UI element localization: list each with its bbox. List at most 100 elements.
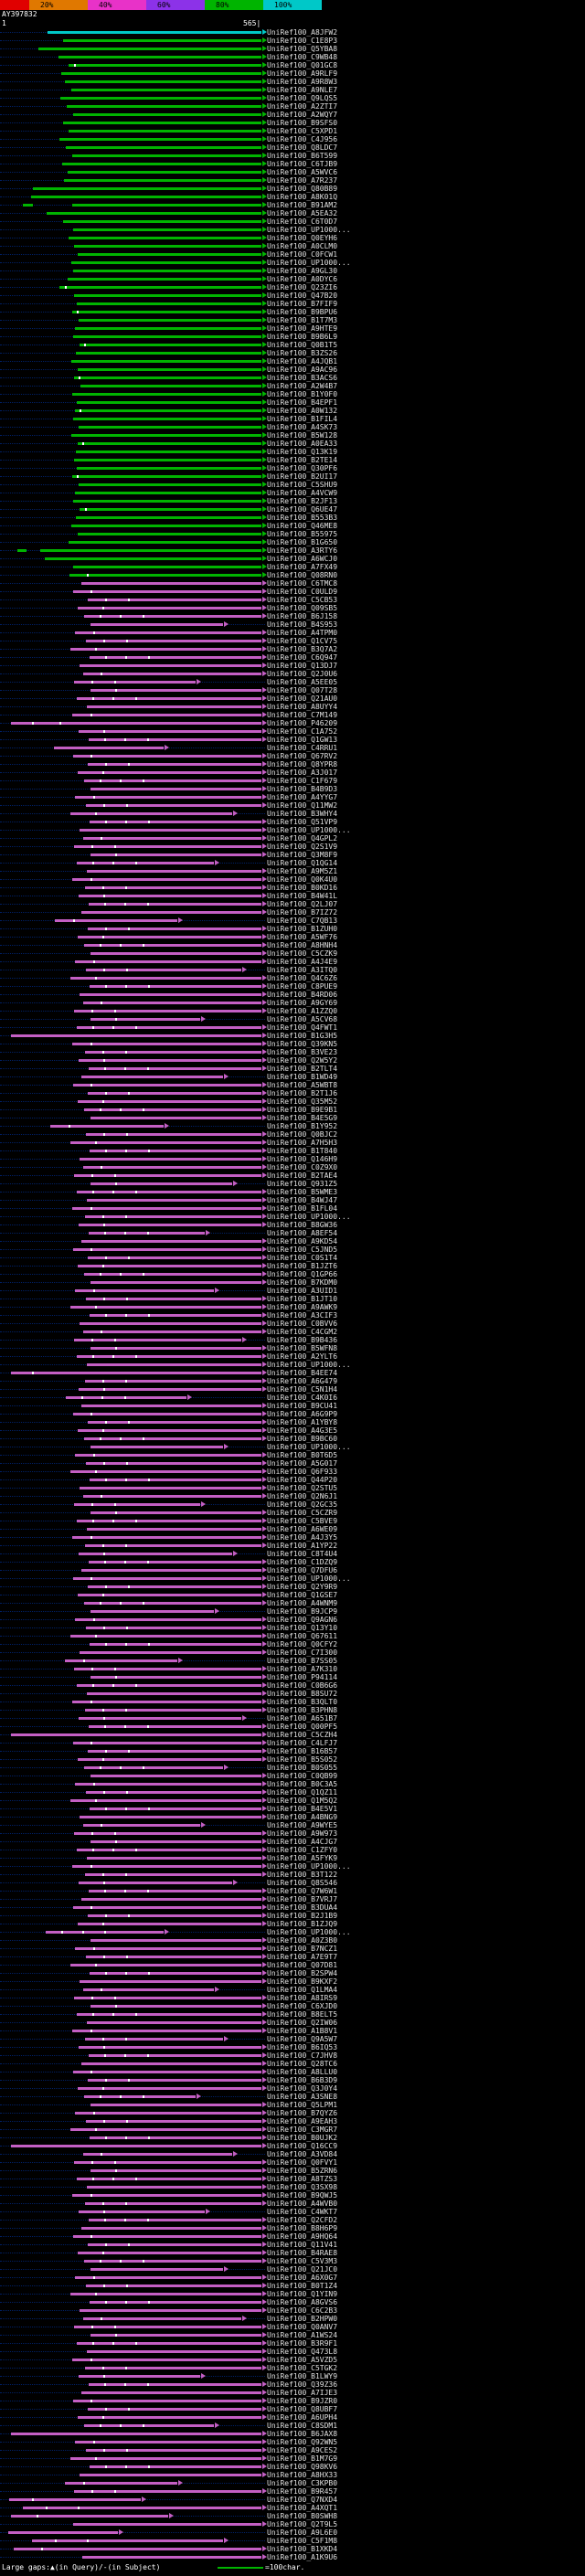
hit-bar[interactable] xyxy=(77,1100,261,1103)
hit-bar[interactable] xyxy=(90,1281,261,1284)
hit-bar[interactable] xyxy=(71,154,261,157)
hit-bar[interactable] xyxy=(76,1355,261,1358)
hit-bar[interactable] xyxy=(84,2367,261,2369)
hit-bar[interactable] xyxy=(58,138,261,141)
hit-label[interactable]: UniRef100_A6X0G7 xyxy=(267,2274,338,2282)
hit-label[interactable]: UniRef100_B9JCP9 xyxy=(267,1607,338,1616)
hit-bar[interactable] xyxy=(82,2317,241,2320)
hit-bar[interactable] xyxy=(88,2383,261,2386)
hit-bar[interactable] xyxy=(71,204,261,207)
hit-bar[interactable] xyxy=(62,220,261,223)
hit-bar[interactable] xyxy=(74,409,261,412)
hit-bar[interactable] xyxy=(58,286,261,289)
hit-bar[interactable] xyxy=(64,179,261,182)
hit-bar[interactable] xyxy=(77,253,261,256)
hit-label[interactable]: UniRef100_A9EAH3 xyxy=(267,2117,338,2125)
hit-bar[interactable] xyxy=(89,1643,261,1646)
hit-bar[interactable] xyxy=(79,508,261,511)
hit-bar[interactable] xyxy=(73,1832,261,1835)
hit-bar[interactable] xyxy=(87,928,261,930)
hit-label[interactable]: UniRef100_Q5LPM1 xyxy=(267,2101,338,2109)
hit-bar[interactable] xyxy=(75,451,261,453)
hit-bar[interactable] xyxy=(84,2038,223,2041)
hit-label[interactable]: UniRef100_C7JHV8 xyxy=(267,2051,338,2060)
hit-bar[interactable] xyxy=(76,1520,261,1522)
hit-label[interactable]: UniRef100_A8IRS9 xyxy=(267,1994,338,2002)
hit-label[interactable]: UniRef100_B7QYZ6 xyxy=(267,2109,338,2117)
hit-label[interactable]: UniRef100_A8UYY4 xyxy=(267,703,338,711)
hit-bar[interactable] xyxy=(87,2079,261,2082)
hit-bar[interactable] xyxy=(11,1733,261,1736)
hit-label[interactable]: UniRef100_A9M5Z1 xyxy=(267,867,338,875)
hit-label[interactable]: UniRef100_A1ZZQ0 xyxy=(267,1007,338,1015)
hit-bar[interactable] xyxy=(70,812,232,815)
hit-label[interactable]: UniRef100_Q0B1T5 xyxy=(267,341,338,349)
hit-bar[interactable] xyxy=(78,2046,261,2049)
hit-label[interactable]: UniRef100_A5WF76 xyxy=(267,933,338,941)
hit-bar[interactable] xyxy=(85,2120,261,2123)
hit-label[interactable]: UniRef100_Q1GW13 xyxy=(267,736,338,744)
hit-bar[interactable] xyxy=(77,1923,261,1925)
hit-label[interactable]: UniRef100_B8H6P9 xyxy=(267,2224,338,2232)
hit-label[interactable]: UniRef100_A3UID1 xyxy=(267,1287,338,1295)
hit-bar[interactable] xyxy=(71,1701,261,1703)
hit-label[interactable]: UniRef100_C4WKT7 xyxy=(267,2208,338,2216)
hit-bar[interactable] xyxy=(45,1931,165,1934)
hit-label[interactable]: UniRef100_Q1QG14 xyxy=(267,859,338,867)
hit-bar[interactable] xyxy=(80,1158,261,1161)
hit-bar[interactable] xyxy=(80,1898,261,1901)
hit-bar[interactable] xyxy=(86,705,261,708)
hit-label[interactable]: UniRef100_Q9A5W7 xyxy=(267,2035,338,2043)
hit-label[interactable]: UniRef100_Q92WN5 xyxy=(267,2438,338,2446)
hit-label[interactable]: UniRef100_B4W41L xyxy=(267,892,338,900)
hit-label[interactable]: UniRef100_A4YYG7 xyxy=(267,793,338,801)
hit-bar[interactable] xyxy=(70,1470,261,1473)
hit-label[interactable]: UniRef100_B0T6D5 xyxy=(267,1451,338,1459)
hit-label[interactable]: UniRef100_B8ELT5 xyxy=(267,2010,338,2019)
hit-label[interactable]: UniRef100_Q8YPR8 xyxy=(267,760,338,769)
hit-label[interactable]: UniRef100_B3R9F1 xyxy=(267,2339,338,2348)
hit-bar[interactable] xyxy=(70,261,261,264)
hit-bar[interactable] xyxy=(80,385,261,387)
hit-label[interactable]: UniRef100_A9W973 xyxy=(267,1829,338,1838)
hit-bar[interactable] xyxy=(71,1536,261,1539)
hit-bar[interactable] xyxy=(87,2408,261,2411)
hit-bar[interactable] xyxy=(75,492,261,494)
hit-bar[interactable] xyxy=(77,2087,261,2090)
hit-bar[interactable] xyxy=(64,2482,177,2485)
hit-label[interactable]: UniRef100_B9BPU6 xyxy=(267,308,338,316)
hit-label[interactable]: UniRef100_A9GL30 xyxy=(267,267,338,275)
hit-label[interactable]: UniRef100_B3ZS26 xyxy=(267,349,338,357)
hit-bar[interactable] xyxy=(76,2013,261,2016)
hit-label[interactable]: UniRef100_Q11MW2 xyxy=(267,801,338,810)
hit-bar[interactable] xyxy=(86,1857,261,1860)
hit-label[interactable]: UniRef100_Q1CV75 xyxy=(267,637,338,645)
hit-bar[interactable] xyxy=(88,903,261,906)
hit-bar[interactable] xyxy=(86,1528,261,1531)
hit-bar[interactable] xyxy=(90,2169,261,2172)
hit-bar[interactable] xyxy=(78,730,261,733)
hit-bar[interactable] xyxy=(70,2457,261,2460)
hit-label[interactable]: UniRef100_B7IZ72 xyxy=(267,908,338,917)
hit-bar[interactable] xyxy=(78,895,261,897)
hit-bar[interactable] xyxy=(8,2498,142,2501)
hit-label[interactable]: UniRef100_Q2W5Y2 xyxy=(267,1056,338,1065)
hit-label[interactable]: UniRef100_C5F1M8 xyxy=(267,2537,338,2545)
hit-bar[interactable] xyxy=(76,1026,261,1029)
hit-label[interactable]: UniRef100_C4LFJ7 xyxy=(267,1739,338,1747)
hit-bar[interactable] xyxy=(90,1676,261,1679)
hit-label[interactable]: UniRef100_B1G650 xyxy=(267,538,338,546)
hit-bar[interactable] xyxy=(73,459,261,461)
hit-label[interactable]: UniRef100_A4J4E9 xyxy=(267,958,338,966)
hit-bar[interactable] xyxy=(80,2309,261,2312)
hit-bar[interactable] xyxy=(72,113,261,116)
hit-label[interactable]: UniRef100_B1LWY9 xyxy=(267,2372,338,2380)
hit-bar[interactable] xyxy=(90,1939,261,1942)
hit-bar[interactable] xyxy=(88,1067,261,1070)
hit-bar[interactable] xyxy=(83,1108,261,1111)
hit-label[interactable]: UniRef100_B1Y952 xyxy=(267,1122,338,1130)
hit-bar[interactable] xyxy=(68,237,261,239)
hit-bar[interactable] xyxy=(85,1462,261,1465)
hit-bar[interactable] xyxy=(70,2128,261,2131)
hit-bar[interactable] xyxy=(85,2449,261,2452)
